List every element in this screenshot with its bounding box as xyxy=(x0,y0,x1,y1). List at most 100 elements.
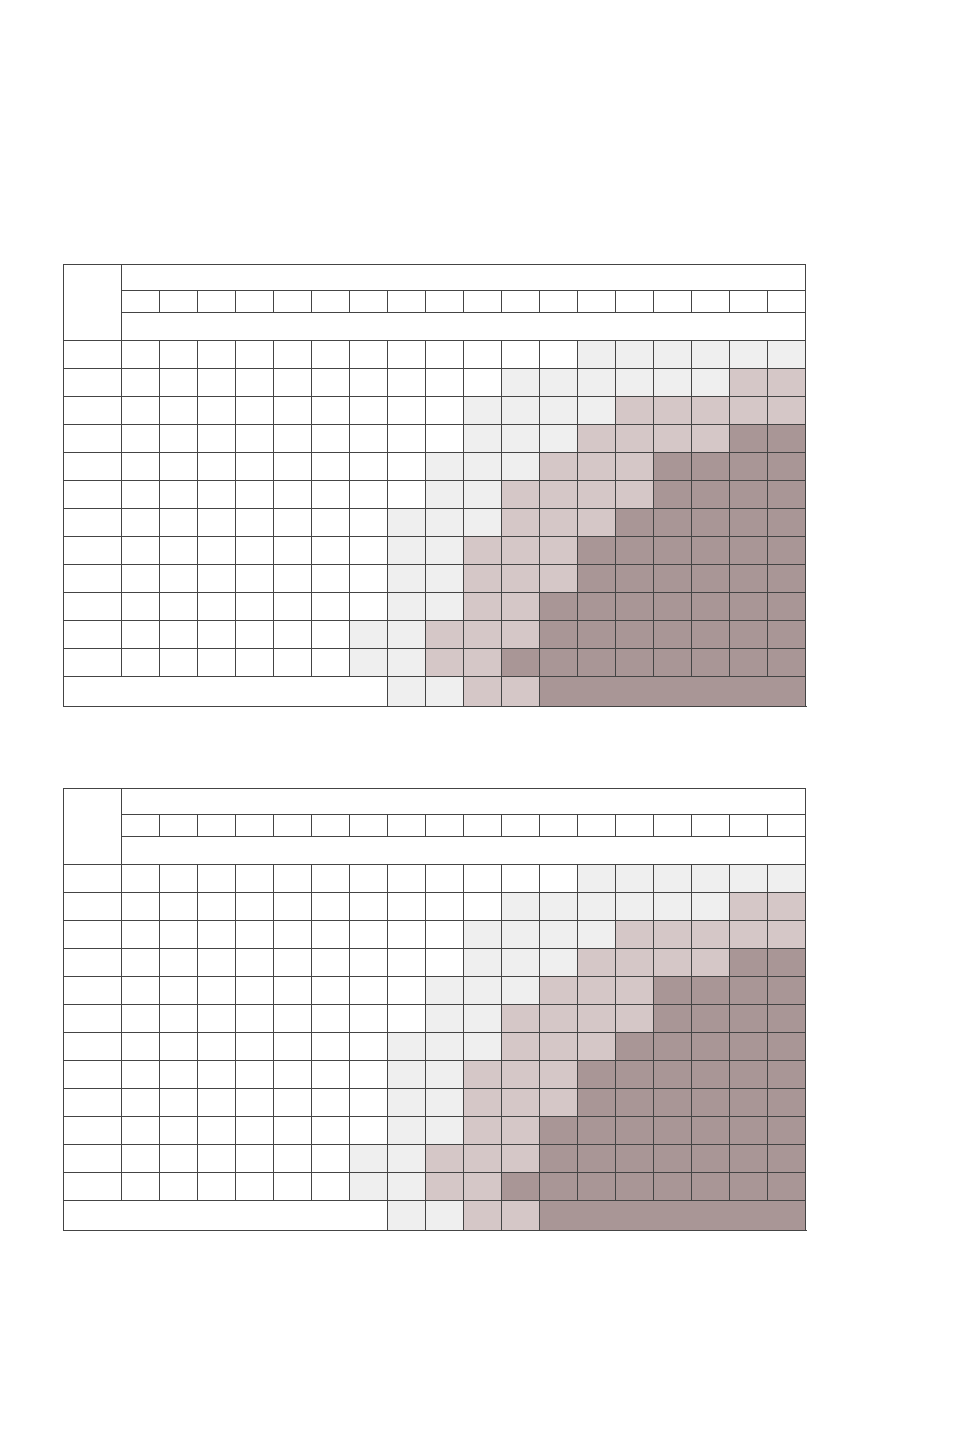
data-cell xyxy=(274,537,312,565)
data-cell xyxy=(274,1061,312,1089)
data-cell xyxy=(312,397,350,425)
data-cell xyxy=(236,621,274,649)
data-cell xyxy=(730,977,768,1005)
data-cell xyxy=(160,481,198,509)
data-cell xyxy=(198,1173,236,1201)
data-cell xyxy=(122,621,160,649)
data-cell xyxy=(198,1089,236,1117)
data-cell xyxy=(312,1089,350,1117)
data-cell xyxy=(502,621,540,649)
data-cell xyxy=(122,397,160,425)
data-cell xyxy=(464,1089,502,1117)
legend-cell xyxy=(464,1201,502,1231)
data-cell xyxy=(616,565,654,593)
data-cell xyxy=(692,481,730,509)
data-cell xyxy=(274,1089,312,1117)
col-header xyxy=(388,815,426,837)
data-cell xyxy=(426,621,464,649)
data-cell xyxy=(768,1061,806,1089)
data-cell xyxy=(236,921,274,949)
table-a xyxy=(63,264,806,707)
data-cell xyxy=(616,977,654,1005)
data-cell xyxy=(768,369,806,397)
data-cell xyxy=(654,1173,692,1201)
col-header xyxy=(312,291,350,313)
data-cell xyxy=(692,621,730,649)
data-cell xyxy=(274,565,312,593)
data-cell xyxy=(692,341,730,369)
data-cell xyxy=(578,893,616,921)
data-cell xyxy=(312,1145,350,1173)
data-cell xyxy=(578,921,616,949)
data-cell xyxy=(464,949,502,977)
data-cell xyxy=(616,1089,654,1117)
legend-cell xyxy=(426,1201,464,1231)
data-cell xyxy=(502,921,540,949)
data-cell xyxy=(312,481,350,509)
data-cell xyxy=(692,369,730,397)
data-cell xyxy=(426,649,464,677)
data-cell xyxy=(350,1117,388,1145)
data-cell xyxy=(274,1005,312,1033)
data-cell xyxy=(578,865,616,893)
data-cell xyxy=(122,921,160,949)
data-cell xyxy=(654,893,692,921)
data-cell xyxy=(388,1061,426,1089)
data-cell xyxy=(654,977,692,1005)
data-cell xyxy=(350,1033,388,1061)
data-cell xyxy=(692,565,730,593)
data-cell xyxy=(160,397,198,425)
data-cell xyxy=(388,453,426,481)
data-cell xyxy=(578,397,616,425)
data-cell xyxy=(426,1117,464,1145)
data-cell xyxy=(464,453,502,481)
data-cell xyxy=(730,1173,768,1201)
data-cell xyxy=(312,893,350,921)
data-cell xyxy=(312,649,350,677)
data-cell xyxy=(198,1005,236,1033)
data-cell xyxy=(654,1033,692,1061)
col-header xyxy=(616,291,654,313)
data-cell xyxy=(540,1061,578,1089)
data-cell xyxy=(350,1005,388,1033)
data-cell xyxy=(654,425,692,453)
data-cell xyxy=(388,865,426,893)
data-cell xyxy=(692,509,730,537)
data-cell xyxy=(768,397,806,425)
data-cell xyxy=(160,1145,198,1173)
data-cell xyxy=(160,1061,198,1089)
legend-cell xyxy=(64,1201,388,1231)
data-cell xyxy=(198,977,236,1005)
data-cell xyxy=(768,865,806,893)
data-cell xyxy=(388,537,426,565)
data-cell xyxy=(426,1033,464,1061)
row-label xyxy=(64,425,122,453)
data-cell xyxy=(540,649,578,677)
data-cell xyxy=(692,1005,730,1033)
col-header xyxy=(350,815,388,837)
data-cell xyxy=(122,369,160,397)
data-cell xyxy=(312,865,350,893)
data-cell xyxy=(312,1033,350,1061)
data-cell xyxy=(768,1089,806,1117)
data-cell xyxy=(464,1117,502,1145)
data-cell xyxy=(654,369,692,397)
data-cell xyxy=(426,921,464,949)
data-cell xyxy=(198,1033,236,1061)
data-cell xyxy=(236,977,274,1005)
data-cell xyxy=(692,1117,730,1145)
data-cell xyxy=(578,1061,616,1089)
data-cell xyxy=(350,1173,388,1201)
data-cell xyxy=(464,397,502,425)
data-cell xyxy=(654,593,692,621)
data-cell xyxy=(502,1117,540,1145)
row-label xyxy=(64,893,122,921)
data-cell xyxy=(198,1145,236,1173)
data-cell xyxy=(464,893,502,921)
data-cell xyxy=(350,537,388,565)
data-cell xyxy=(312,977,350,1005)
legend-cell xyxy=(426,677,464,707)
legend-cell xyxy=(388,677,426,707)
data-cell xyxy=(654,509,692,537)
data-cell xyxy=(502,341,540,369)
